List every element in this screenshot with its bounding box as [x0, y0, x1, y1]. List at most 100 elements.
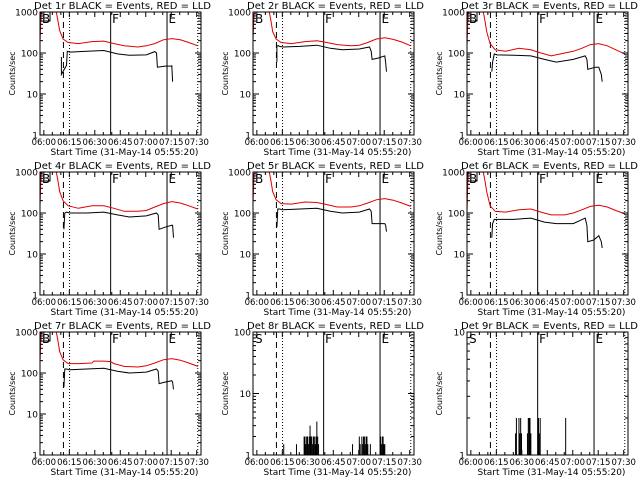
marker-label-b: B — [469, 172, 477, 186]
x-tick-label: 06:00 — [245, 298, 270, 308]
marker-label-b: B — [469, 12, 477, 26]
x-tick-label: 07:15 — [159, 138, 184, 148]
marker-label-e: E — [169, 172, 177, 186]
x-tick-label: 06:00 — [32, 458, 57, 468]
marker-label-e: E — [596, 332, 604, 346]
marker-label-e: E — [596, 172, 604, 186]
y-axis-label: Counts/sec — [8, 371, 17, 415]
x-tick-label: 07:15 — [159, 458, 184, 468]
x-tick-label: 06:30 — [510, 458, 535, 468]
panel-title: Det 5r BLACK = Events, RED = LLD — [247, 161, 424, 172]
x-tick-label: 06:15 — [270, 298, 295, 308]
x-tick-label: 06:30 — [296, 138, 321, 148]
x-tick-label: 07:15 — [372, 138, 397, 148]
x-tick-label: 07:00 — [133, 458, 158, 468]
y-axis-label: Counts/sec — [435, 211, 444, 255]
y-tick-label: 1000 — [442, 169, 465, 179]
x-tick-label: 07:30 — [397, 458, 422, 468]
x-tick-label: 06:45 — [535, 298, 560, 308]
y-tick-label: 1 — [459, 132, 465, 142]
marker-label-e: E — [382, 12, 390, 26]
y-tick-label: 100 — [21, 370, 38, 380]
panel-title: Det 4r BLACK = Events, RED = LLD — [34, 161, 211, 172]
x-tick-label: 06:15 — [57, 298, 82, 308]
y-tick-label: 10 — [454, 329, 466, 339]
x-tick-label: 07:00 — [346, 138, 371, 148]
x-axis-label: Start Time (31-May-14 05:55:20) — [264, 148, 412, 158]
x-tick-label: 06:45 — [321, 298, 346, 308]
x-tick-label: 07:00 — [346, 458, 371, 468]
x-tick-label: 06:45 — [108, 138, 133, 148]
marker-label-b: B — [42, 332, 50, 346]
marker-label-e: E — [169, 332, 177, 346]
marker-label-f: F — [112, 172, 119, 186]
panel-title: Det 8r BLACK = Events, RED = LLD — [247, 321, 424, 332]
y-tick-label: 1 — [459, 292, 465, 302]
x-tick-label: 06:30 — [83, 298, 108, 308]
y-tick-label: 10 — [27, 411, 39, 421]
marker-label-b: B — [42, 12, 50, 26]
marker-label-e: E — [382, 172, 390, 186]
y-tick-label: 1 — [32, 452, 38, 462]
x-tick-label: 07:30 — [184, 458, 209, 468]
marker-label-b: B — [255, 12, 263, 26]
x-tick-label: 07:15 — [159, 298, 184, 308]
marker-label-f: F — [325, 332, 332, 346]
x-tick-label: 06:15 — [484, 458, 509, 468]
y-tick-label: 10 — [27, 91, 39, 101]
panel-title: Det 7r BLACK = Events, RED = LLD — [34, 321, 211, 332]
y-tick-label: 1000 — [228, 169, 251, 179]
x-tick-label: 07:15 — [372, 458, 397, 468]
x-tick-label: 06:00 — [245, 458, 270, 468]
y-tick-label: 100 — [234, 210, 251, 220]
x-tick-label: 07:00 — [346, 298, 371, 308]
x-tick-label: 07:30 — [611, 458, 636, 468]
x-tick-label: 07:30 — [184, 138, 209, 148]
y-axis-label: Counts/sec — [8, 211, 17, 255]
y-tick-label: 1000 — [15, 169, 38, 179]
x-tick-label: 06:15 — [270, 138, 295, 148]
series-events-line — [491, 53, 603, 82]
x-tick-label: 06:30 — [296, 298, 321, 308]
x-tick-label: 06:45 — [108, 298, 133, 308]
marker-label-f: F — [539, 172, 546, 186]
panel-title: Det 6r BLACK = Events, RED = LLD — [461, 161, 638, 172]
x-tick-label: 06:15 — [484, 138, 509, 148]
x-tick-label: 06:15 — [484, 298, 509, 308]
x-tick-label: 07:30 — [611, 138, 636, 148]
marker-label-f: F — [539, 12, 546, 26]
x-tick-label: 07:30 — [184, 298, 209, 308]
marker-label-f: F — [112, 12, 119, 26]
y-tick-label: 100 — [448, 210, 465, 220]
y-axis-label: Counts/sec — [221, 51, 230, 95]
x-tick-label: 06:15 — [57, 458, 82, 468]
y-tick-label: 1 — [459, 452, 465, 462]
y-tick-label: 100 — [21, 50, 38, 60]
panel-title: Det 3r BLACK = Events, RED = LLD — [461, 1, 638, 12]
series-events-line — [63, 211, 174, 238]
marker-label-s: S — [469, 332, 477, 346]
y-tick-label: 1 — [245, 132, 251, 142]
x-axis-label: Start Time (31-May-14 05:55:20) — [478, 148, 626, 158]
x-tick-label: 06:30 — [83, 138, 108, 148]
x-axis-label: Start Time (31-May-14 05:55:20) — [264, 468, 412, 478]
y-tick-label: 10 — [27, 251, 39, 261]
y-tick-label: 10 — [454, 91, 466, 101]
x-axis-label: Start Time (31-May-14 05:55:20) — [264, 308, 412, 318]
x-tick-label: 07:30 — [611, 298, 636, 308]
y-axis-label: Counts/sec — [221, 371, 230, 415]
marker-label-f: F — [539, 332, 546, 346]
x-tick-label: 06:45 — [321, 138, 346, 148]
x-tick-label: 07:30 — [397, 298, 422, 308]
series-events-line — [63, 367, 174, 390]
x-tick-label: 06:15 — [57, 138, 82, 148]
y-tick-label: 10 — [454, 251, 466, 261]
